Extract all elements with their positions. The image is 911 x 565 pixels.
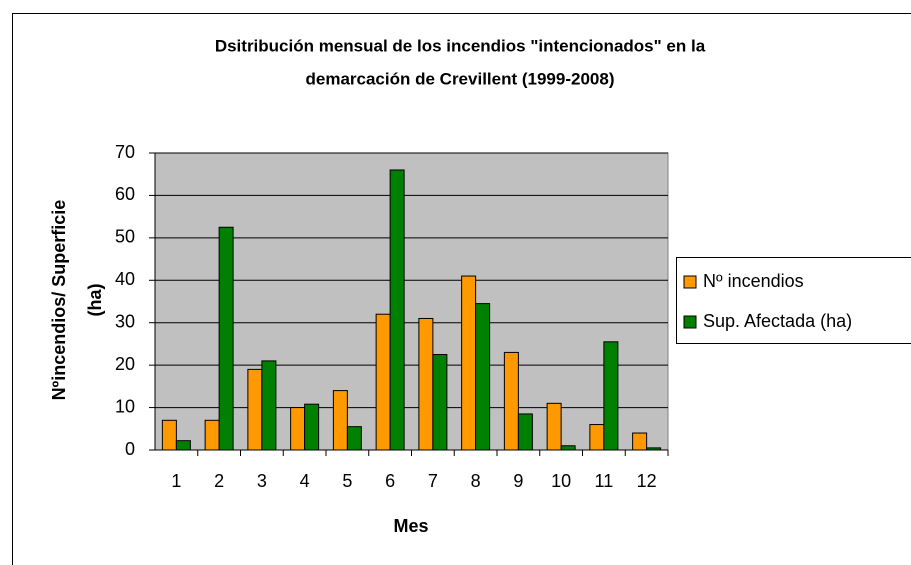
chart-title: Dsitribución mensual de los incendios "i… — [215, 36, 706, 55]
bar — [332, 390, 348, 451]
bar — [461, 275, 477, 451]
legend-swatch — [683, 275, 697, 289]
bar — [218, 226, 234, 451]
x-tick-label: 2 — [214, 471, 224, 491]
bar — [475, 303, 491, 451]
legend-label: Sup. Afectada (ha) — [703, 311, 852, 331]
x-tick-label: 12 — [637, 471, 657, 491]
x-tick-label: 1 — [171, 471, 181, 491]
bar — [603, 341, 619, 451]
y-axis-label: Nºincendios/ Superficie (ha) — [49, 200, 105, 401]
x-tick-label: 9 — [513, 471, 523, 491]
y-tick-label: 60 — [115, 184, 135, 204]
bar — [632, 432, 648, 451]
x-tick-label: 8 — [471, 471, 481, 491]
x-axis-label: Mes — [393, 516, 428, 536]
x-tick-label: 10 — [551, 471, 571, 491]
chart-title: demarcación de Crevillent (1999-2008) — [306, 69, 615, 88]
bar — [204, 419, 220, 451]
bar — [161, 419, 177, 451]
bar — [589, 424, 605, 451]
y-tick-label: 40 — [115, 269, 135, 289]
legend-label: Nº incendios — [703, 271, 804, 291]
bar — [646, 447, 662, 451]
y-axis-label-line: (ha) — [85, 284, 105, 317]
bar — [261, 360, 277, 451]
bar — [346, 426, 362, 451]
legend — [676, 257, 911, 344]
bar — [375, 313, 391, 451]
bar — [517, 413, 533, 451]
bar — [389, 169, 405, 451]
x-tick-label: 11 — [595, 471, 614, 491]
x-tick-label: 4 — [300, 471, 310, 491]
bar — [418, 317, 434, 451]
bar — [546, 402, 562, 451]
y-axis-label-line: Nºincendios/ Superficie — [49, 200, 69, 401]
legend-swatch — [683, 315, 697, 329]
bar — [560, 445, 576, 451]
x-tick-label: 5 — [342, 471, 352, 491]
bar — [247, 368, 263, 451]
bar — [432, 354, 448, 451]
y-tick-label: 0 — [125, 439, 135, 459]
x-tick-label: 7 — [428, 471, 438, 491]
x-tick-label: 6 — [385, 471, 395, 491]
x-tick-label: 3 — [257, 471, 267, 491]
y-tick-label: 30 — [115, 311, 135, 331]
bar — [290, 407, 306, 451]
y-tick-label: 70 — [115, 142, 135, 162]
bar — [175, 440, 191, 451]
y-tick-label: 10 — [115, 396, 135, 416]
bar — [503, 351, 519, 451]
y-tick-label: 50 — [115, 227, 135, 247]
bar — [304, 403, 320, 451]
y-tick-label: 20 — [115, 354, 135, 374]
